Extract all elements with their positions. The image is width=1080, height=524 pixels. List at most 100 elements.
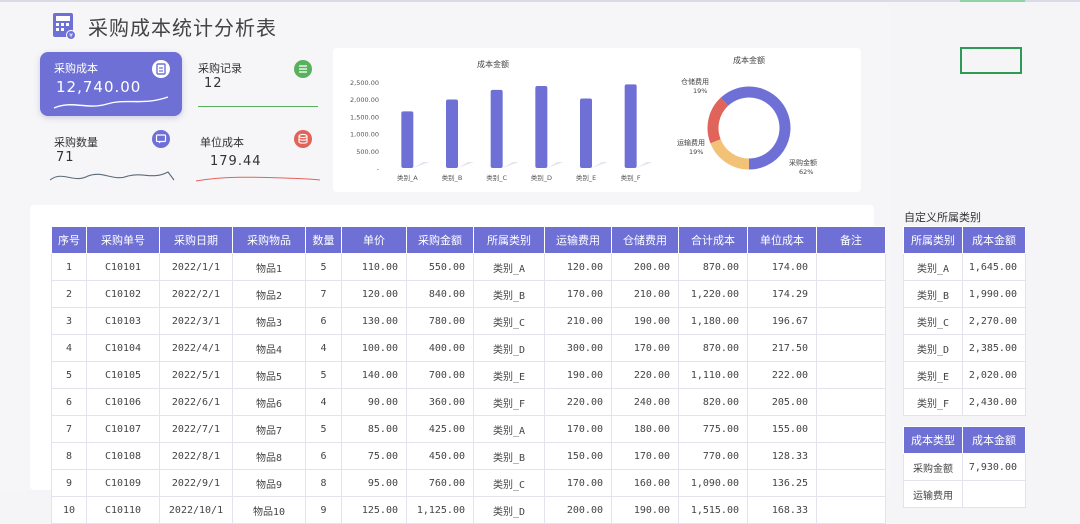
table-cell[interactable]: 85.00 (341, 415, 407, 443)
table-cell[interactable]: 9 (305, 496, 342, 524)
table-cell[interactable]: 7,930.00 (962, 453, 1026, 481)
table-cell[interactable] (816, 442, 886, 470)
table-cell[interactable]: 300.00 (544, 334, 612, 362)
column-header[interactable]: 采购日期 (159, 226, 233, 254)
table-cell[interactable]: 2022/5/1 (159, 361, 233, 389)
table-cell[interactable]: 类别_C (903, 307, 963, 335)
table-cell[interactable]: 物品5 (232, 361, 306, 389)
column-header[interactable]: 单价 (341, 226, 407, 254)
table-cell[interactable]: 2,385.00 (962, 334, 1026, 362)
table-cell[interactable]: 870.00 (678, 334, 748, 362)
table-cell[interactable]: 200.00 (611, 253, 679, 281)
table-cell[interactable]: C10102 (86, 280, 160, 308)
column-header[interactable]: 单位成本 (747, 226, 817, 254)
table-row[interactable]: 类别_C 2,270.00 (903, 307, 1026, 335)
table-row[interactable]: 6 C10106 2022/6/1 物品6 4 90.00 360.00 类别_F 220.00… (51, 388, 886, 416)
table-cell[interactable]: 类别_F (473, 388, 545, 416)
table-cell[interactable]: C10106 (86, 388, 160, 416)
table-row[interactable]: 类别_A 1,645.00 (903, 253, 1026, 281)
table-cell[interactable]: 870.00 (678, 253, 748, 281)
table-cell[interactable]: 110.00 (341, 253, 407, 281)
table-cell[interactable]: 采购金额 (903, 453, 963, 481)
table-cell[interactable]: 90.00 (341, 388, 407, 416)
table-cell[interactable]: 1,110.00 (678, 361, 748, 389)
table-cell[interactable] (816, 415, 886, 443)
table-cell[interactable]: 205.00 (747, 388, 817, 416)
table-cell[interactable]: 170.00 (544, 415, 612, 443)
table-cell[interactable]: 770.00 (678, 442, 748, 470)
table-cell[interactable]: 8 (305, 469, 342, 497)
table-row[interactable]: 2 C10102 2022/2/1 物品2 7 120.00 840.00 类别_B 170.0… (51, 280, 886, 308)
table-cell[interactable]: 物品9 (232, 469, 306, 497)
table-cell[interactable]: 174.29 (747, 280, 817, 308)
table-cell[interactable]: 450.00 (406, 442, 474, 470)
table-cell[interactable]: 160.00 (611, 469, 679, 497)
table-cell[interactable]: 190.00 (611, 307, 679, 335)
table-row[interactable]: 9 C10109 2022/9/1 物品9 8 95.00 760.00 类别_C 170.00… (51, 469, 886, 497)
table-cell[interactable]: 9 (51, 469, 87, 497)
table-cell[interactable]: C10101 (86, 253, 160, 281)
kpi-card-purchase-cost[interactable]: 采购成本 12,740.00 (40, 52, 182, 116)
table-cell[interactable]: 物品10 (232, 496, 306, 524)
table-cell[interactable]: 2,270.00 (962, 307, 1026, 335)
table-cell[interactable] (816, 496, 886, 524)
table-cell[interactable]: 类别_A (473, 415, 545, 443)
table-cell[interactable]: C10109 (86, 469, 160, 497)
column-header[interactable]: 运输费用 (544, 226, 612, 254)
table-row[interactable]: 运输费用 (903, 480, 1026, 508)
table-cell[interactable]: 6 (305, 307, 342, 335)
table-cell[interactable] (816, 334, 886, 362)
table-cell[interactable]: 类别_A (473, 253, 545, 281)
table-row[interactable]: 类别_B 1,990.00 (903, 280, 1026, 308)
table-cell[interactable]: 220.00 (544, 388, 612, 416)
table-cell[interactable]: 1 (51, 253, 87, 281)
table-cell[interactable]: 2,020.00 (962, 361, 1026, 389)
table-cell[interactable]: C10105 (86, 361, 160, 389)
table-cell[interactable]: 1,990.00 (962, 280, 1026, 308)
column-header[interactable]: 成本金额 (962, 426, 1026, 454)
table-row[interactable]: 类别_E 2,020.00 (903, 361, 1026, 389)
column-header[interactable]: 仓储费用 (611, 226, 679, 254)
table-cell[interactable]: 类别_B (473, 280, 545, 308)
table-cell[interactable]: 780.00 (406, 307, 474, 335)
table-cell[interactable]: 155.00 (747, 415, 817, 443)
table-cell[interactable]: 120.00 (544, 253, 612, 281)
table-cell[interactable] (816, 253, 886, 281)
table-cell[interactable]: 类别_B (473, 442, 545, 470)
table-cell[interactable]: 2022/9/1 (159, 469, 233, 497)
table-cell[interactable]: 物品6 (232, 388, 306, 416)
table-cell[interactable]: 95.00 (341, 469, 407, 497)
table-cell[interactable]: C10110 (86, 496, 160, 524)
table-row[interactable]: 4 C10104 2022/4/1 物品4 4 100.00 400.00 类别_D 300.0… (51, 334, 886, 362)
table-cell[interactable]: 类别_D (473, 496, 545, 524)
table-cell[interactable]: 840.00 (406, 280, 474, 308)
column-header[interactable]: 成本金额 (962, 226, 1026, 254)
table-cell[interactable]: 运输费用 (903, 480, 963, 508)
table-row[interactable]: 7 C10107 2022/7/1 物品7 5 85.00 425.00 类别_A 170.00… (51, 415, 886, 443)
table-cell[interactable]: 190.00 (611, 496, 679, 524)
table-cell[interactable]: 类别_C (473, 307, 545, 335)
table-cell[interactable]: 2022/6/1 (159, 388, 233, 416)
table-cell[interactable]: 类别_C (473, 469, 545, 497)
column-header[interactable]: 所属类别 (903, 226, 963, 254)
table-cell[interactable]: 820.00 (678, 388, 748, 416)
table-row[interactable]: 8 C10108 2022/8/1 物品8 6 75.00 450.00 类别_B 150.00… (51, 442, 886, 470)
column-header[interactable]: 采购物品 (232, 226, 306, 254)
table-cell[interactable]: 1,515.00 (678, 496, 748, 524)
column-header[interactable]: 成本类型 (903, 426, 963, 454)
table-cell[interactable]: 10 (51, 496, 87, 524)
table-cell[interactable]: 物品3 (232, 307, 306, 335)
table-cell[interactable]: 170.00 (544, 280, 612, 308)
table-cell[interactable]: 类别_B (903, 280, 963, 308)
table-cell[interactable]: 7 (51, 415, 87, 443)
table-cell[interactable]: 6 (305, 442, 342, 470)
table-cell[interactable]: 1,645.00 (962, 253, 1026, 281)
table-row[interactable]: 5 C10105 2022/5/1 物品5 5 140.00 700.00 类别_E 190.0… (51, 361, 886, 389)
selected-cell[interactable] (960, 47, 1022, 74)
table-cell[interactable]: 2022/10/1 (159, 496, 233, 524)
table-cell[interactable]: 760.00 (406, 469, 474, 497)
table-cell[interactable]: C10107 (86, 415, 160, 443)
table-cell[interactable]: 类别_E (473, 361, 545, 389)
column-header[interactable]: 合计成本 (678, 226, 748, 254)
table-cell[interactable]: 类别_D (903, 334, 963, 362)
